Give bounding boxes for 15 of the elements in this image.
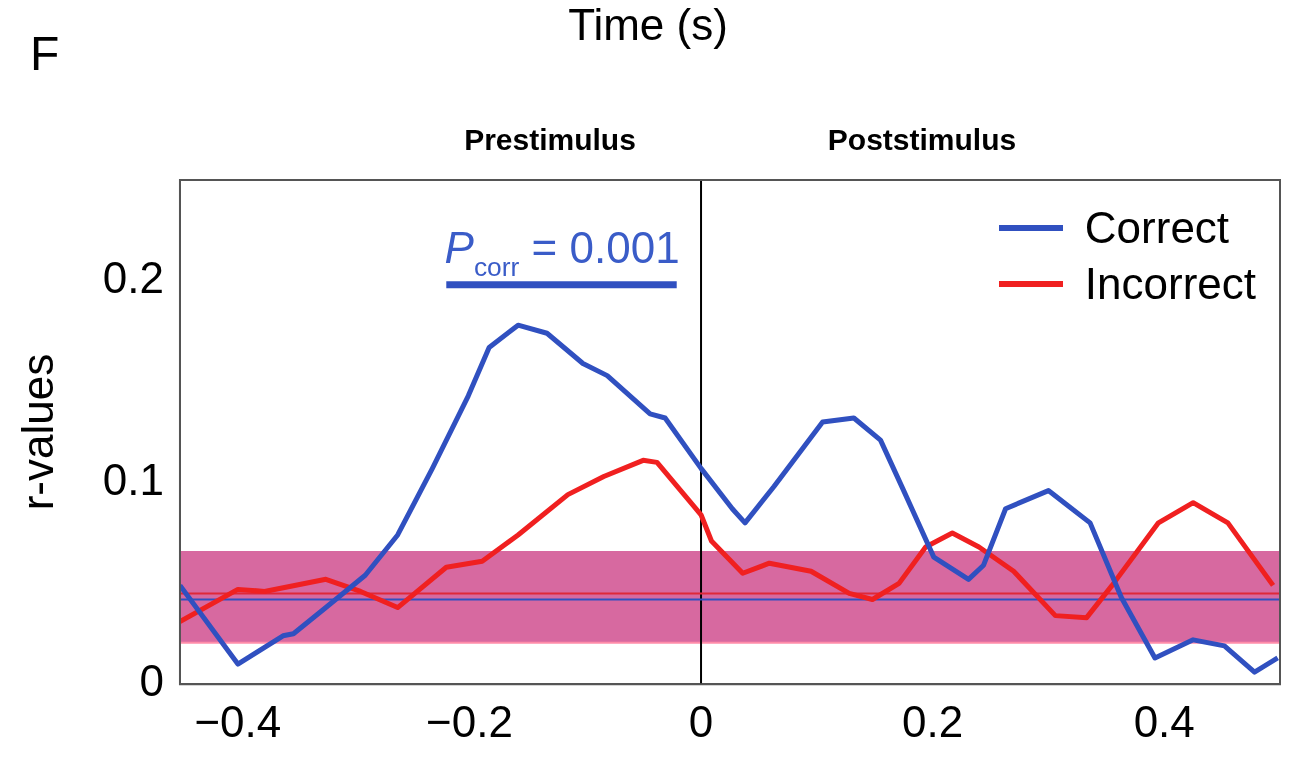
y-tick-label: 0.1 — [102, 454, 164, 504]
text: Poststimulus — [827, 123, 1017, 156]
y-axis-title: r-values — [12, 353, 62, 511]
x-tick-label: −0.2 — [426, 696, 513, 746]
text: Prestimulus — [464, 123, 636, 156]
y-tick-label: 0.2 — [102, 252, 164, 302]
x-tick-label: −0.4 — [194, 696, 282, 746]
y-tick-label: 0 — [139, 656, 164, 706]
text: Time (s) — [568, 0, 728, 49]
legend-label: Incorrect — [1084, 258, 1256, 310]
x-tick-label: 0.4 — [1133, 696, 1195, 746]
text: F — [30, 27, 60, 80]
x-tick-label: 0 — [688, 696, 714, 746]
x-tick-label: 0.2 — [902, 696, 964, 746]
legend-label: Correct — [1084, 202, 1230, 254]
